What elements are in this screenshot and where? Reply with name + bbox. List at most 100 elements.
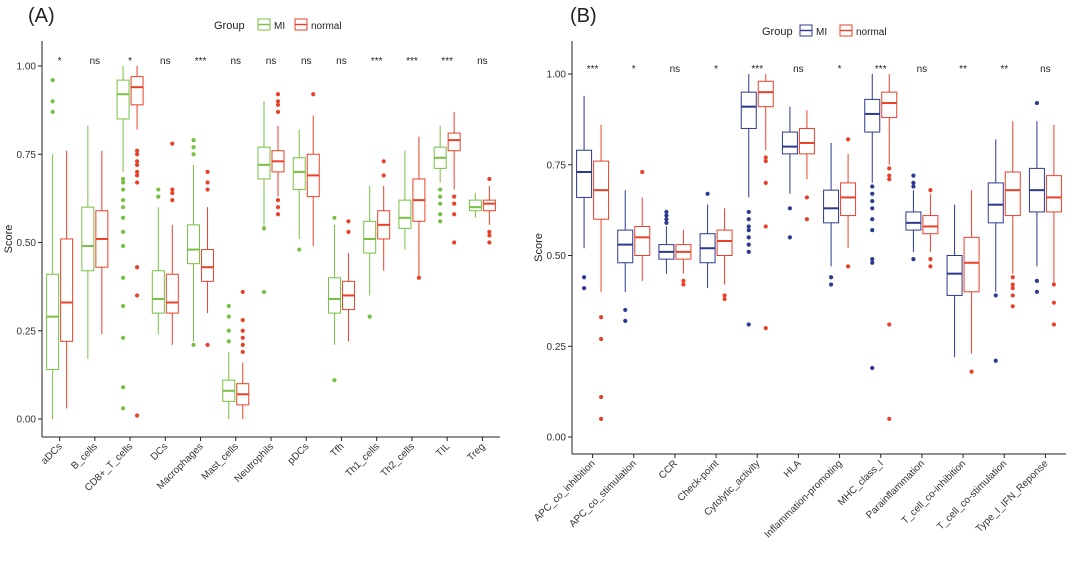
- box-iqr: [187, 224, 201, 265]
- outlier-point: [911, 173, 916, 178]
- significance-label: **: [959, 64, 967, 75]
- outlier-point: [870, 198, 875, 204]
- significance-label: *: [714, 64, 718, 75]
- y-tick-label: 1.00: [17, 62, 37, 73]
- outlier-point: [911, 257, 916, 262]
- outlier-point: [870, 227, 875, 233]
- box-iqr: [482, 199, 496, 212]
- outlier-point: [452, 212, 457, 217]
- outlier-point: [598, 416, 604, 421]
- outlier-point: [346, 219, 351, 224]
- significance-label: ns: [917, 64, 928, 75]
- outlier-point: [438, 194, 443, 199]
- outlier-point: [911, 184, 916, 189]
- box-normal: [675, 230, 692, 287]
- outlier-point: [134, 159, 140, 164]
- outlier-point: [438, 212, 443, 217]
- legend-label: MI: [816, 27, 827, 38]
- panel-b: (B) Group MI normal 0.00 0.25 0.50 0.75 1.00 Scor…: [532, 5, 1066, 540]
- box-iqr: [757, 80, 774, 108]
- outlier-point: [191, 138, 196, 143]
- outlier-point: [1051, 322, 1057, 327]
- outlier-point: [134, 169, 140, 174]
- outlier-point: [928, 257, 933, 262]
- outlier-point: [261, 289, 267, 295]
- x-tick-label: T_cell_co-stimulation: [935, 458, 1009, 532]
- outlier-point: [487, 233, 492, 238]
- outlier-point: [487, 229, 492, 235]
- outlier-point: [240, 342, 245, 347]
- box-normal: [1045, 124, 1062, 327]
- outlier-point: [381, 159, 386, 164]
- outlier-point: [722, 293, 727, 298]
- box-iqr: [798, 127, 815, 155]
- outlier-point: [623, 318, 628, 323]
- outlier-point: [134, 413, 140, 418]
- box-iqr: [864, 98, 881, 133]
- outlier-point: [746, 224, 751, 229]
- box-normal: [236, 289, 250, 419]
- outlier-point: [50, 99, 55, 104]
- box-iqr: [1045, 175, 1062, 213]
- outlier-point: [487, 176, 492, 182]
- box-normal: [757, 74, 774, 331]
- outlier-point: [598, 336, 604, 342]
- outlier-point: [887, 166, 892, 171]
- outlier-point: [1010, 304, 1015, 309]
- outlier-point: [763, 224, 768, 229]
- outlier-point: [191, 152, 196, 157]
- box-iqr: [447, 132, 461, 152]
- significance-label: ***: [406, 56, 418, 67]
- box-iqr: [130, 76, 144, 106]
- outlier-point: [887, 416, 892, 421]
- outlier-point: [332, 378, 337, 383]
- outlier-point: [226, 328, 231, 333]
- box-normal: [922, 188, 939, 269]
- outlier-point: [205, 180, 210, 185]
- box-mi: [222, 303, 236, 419]
- box-mi: [864, 74, 881, 371]
- box-normal: [201, 169, 215, 347]
- box-iqr: [987, 182, 1004, 224]
- outlier-point: [969, 369, 974, 374]
- significance-label: ns: [230, 56, 241, 67]
- outlier-point: [120, 243, 126, 249]
- significance-label: ns: [793, 64, 804, 75]
- box-normal: [634, 169, 651, 281]
- x-tick-label: Check-point: [676, 458, 722, 504]
- box-mi: [617, 190, 634, 323]
- outlier-point: [191, 342, 196, 347]
- outlier-point: [170, 190, 175, 196]
- box-iqr: [165, 273, 179, 314]
- y-tick-label: 0.25: [547, 342, 567, 353]
- outlier-point: [156, 187, 161, 192]
- significance-label: *: [632, 64, 636, 75]
- box-normal: [716, 208, 733, 302]
- outlier-point: [911, 180, 916, 185]
- box-iqr: [1004, 171, 1021, 217]
- legend-label: normal: [311, 21, 342, 32]
- outlier-point: [275, 198, 281, 203]
- box-mi: [151, 187, 165, 335]
- outlier-point: [170, 141, 175, 146]
- significance-label: ns: [266, 56, 277, 67]
- outlier-point: [311, 92, 316, 97]
- box-mi: [468, 193, 482, 218]
- panel-label: (B): [570, 5, 597, 27]
- outlier-point: [870, 191, 875, 196]
- legend-title: Group: [214, 20, 245, 32]
- outlier-point: [845, 137, 851, 142]
- outlier-point: [746, 217, 751, 222]
- box-mi: [327, 215, 341, 383]
- x-tick-label: Type_I_IFN_Reponse: [974, 458, 1051, 535]
- outlier-point: [746, 249, 751, 254]
- x-tick-label: aDCs: [39, 441, 64, 466]
- box-iqr: [257, 146, 271, 180]
- outlier-point: [275, 99, 281, 104]
- outlier-point: [120, 303, 126, 309]
- box-mi: [781, 106, 798, 240]
- legend: Group MI normal: [214, 18, 342, 32]
- outlier-point: [1051, 300, 1057, 305]
- outlier-point: [120, 215, 126, 220]
